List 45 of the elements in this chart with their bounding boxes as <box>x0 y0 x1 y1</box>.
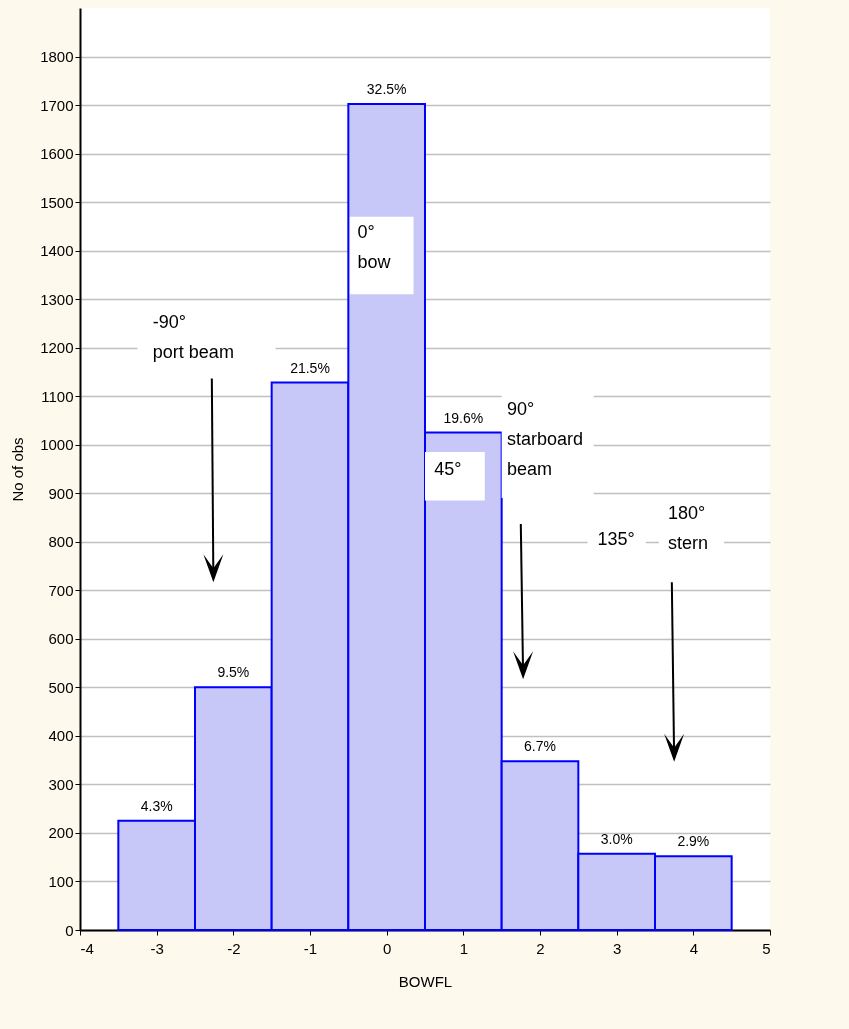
x-tick-label: 3 <box>612 939 622 957</box>
annotation: 4.3% <box>140 797 173 814</box>
annotation: 32.5% <box>366 81 407 98</box>
annotation: 135° <box>597 528 635 549</box>
y-tick-label: 700 <box>48 581 74 599</box>
x-tick-label: 2 <box>536 939 545 957</box>
y-tick-label: 100 <box>48 872 74 890</box>
annotation: 45° <box>434 458 462 479</box>
y-tick-label: 1200 <box>40 339 74 357</box>
annotation: 9.5% <box>217 664 250 681</box>
y-tick-label: 1000 <box>40 436 74 454</box>
x-axis-title: BOWFL <box>398 972 453 990</box>
x-tick-label: -1 <box>303 939 318 957</box>
x-tick-label: 0 <box>382 939 392 957</box>
y-tick-label: 1800 <box>40 48 74 66</box>
y-tick-label: 1500 <box>40 193 74 211</box>
x-tick-label: -4 <box>80 939 94 957</box>
y-axis-title: No of obs <box>9 437 27 502</box>
y-tick-label: 1100 <box>41 387 74 405</box>
y-tick-label: 1700 <box>40 96 74 114</box>
y-tick-label: 500 <box>48 678 74 696</box>
annotation: 2.9% <box>677 833 710 850</box>
y-tick-label: 400 <box>48 727 74 745</box>
annotation: 21.5% <box>290 359 330 376</box>
y-tick-label: 1600 <box>40 145 74 163</box>
x-tick-label: 5 <box>762 939 771 957</box>
y-tick-label: 0 <box>65 921 74 939</box>
y-tick-label: 1400 <box>40 242 74 260</box>
y-tick-label: 1300 <box>40 290 74 308</box>
annotation: 3.0% <box>600 830 633 847</box>
annotation: 180° stern <box>668 503 709 554</box>
annotation: 19.6% <box>443 409 484 426</box>
y-tick-label: 300 <box>48 775 74 793</box>
y-tick-label: 800 <box>48 533 74 551</box>
annotation: 90° starboard beam <box>507 399 584 480</box>
annotation: 6.7% <box>524 738 556 755</box>
x-tick-label: 1 <box>459 939 469 957</box>
x-tick-label: -3 <box>150 939 164 957</box>
x-tick-label: -2 <box>227 939 241 957</box>
annotation: -90° port beam <box>152 311 234 362</box>
y-tick-label: 900 <box>48 484 74 502</box>
y-tick-label: 600 <box>48 630 74 648</box>
x-tick-label: 4 <box>689 939 699 957</box>
annotation: 0° bow <box>357 221 392 272</box>
y-tick-label: 200 <box>48 824 74 842</box>
